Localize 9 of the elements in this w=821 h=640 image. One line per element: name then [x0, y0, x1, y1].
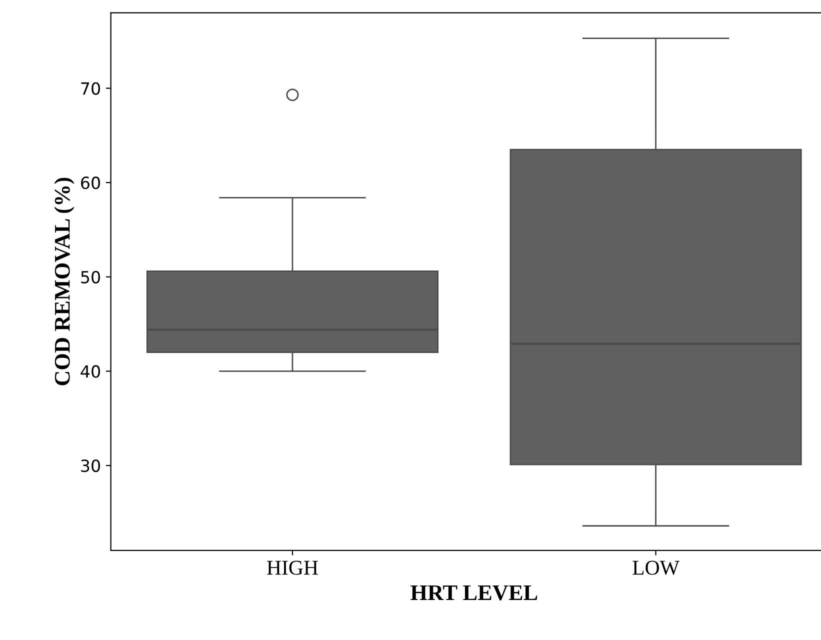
x-tick-label: HIGH	[267, 560, 318, 575]
y-tick-label: 30	[81, 459, 100, 472]
y-tick-label: 60	[81, 176, 100, 190]
y-axis-title: COD REMOVAL (%)	[54, 178, 74, 386]
y-tick-label: 40	[80, 365, 100, 378]
x-axis-title: HRT LEVEL	[410, 585, 538, 600]
y-tick-label: 70	[81, 82, 100, 95]
x-tick-label: LOW	[632, 560, 680, 575]
y-tick-label: 50	[81, 270, 100, 284]
